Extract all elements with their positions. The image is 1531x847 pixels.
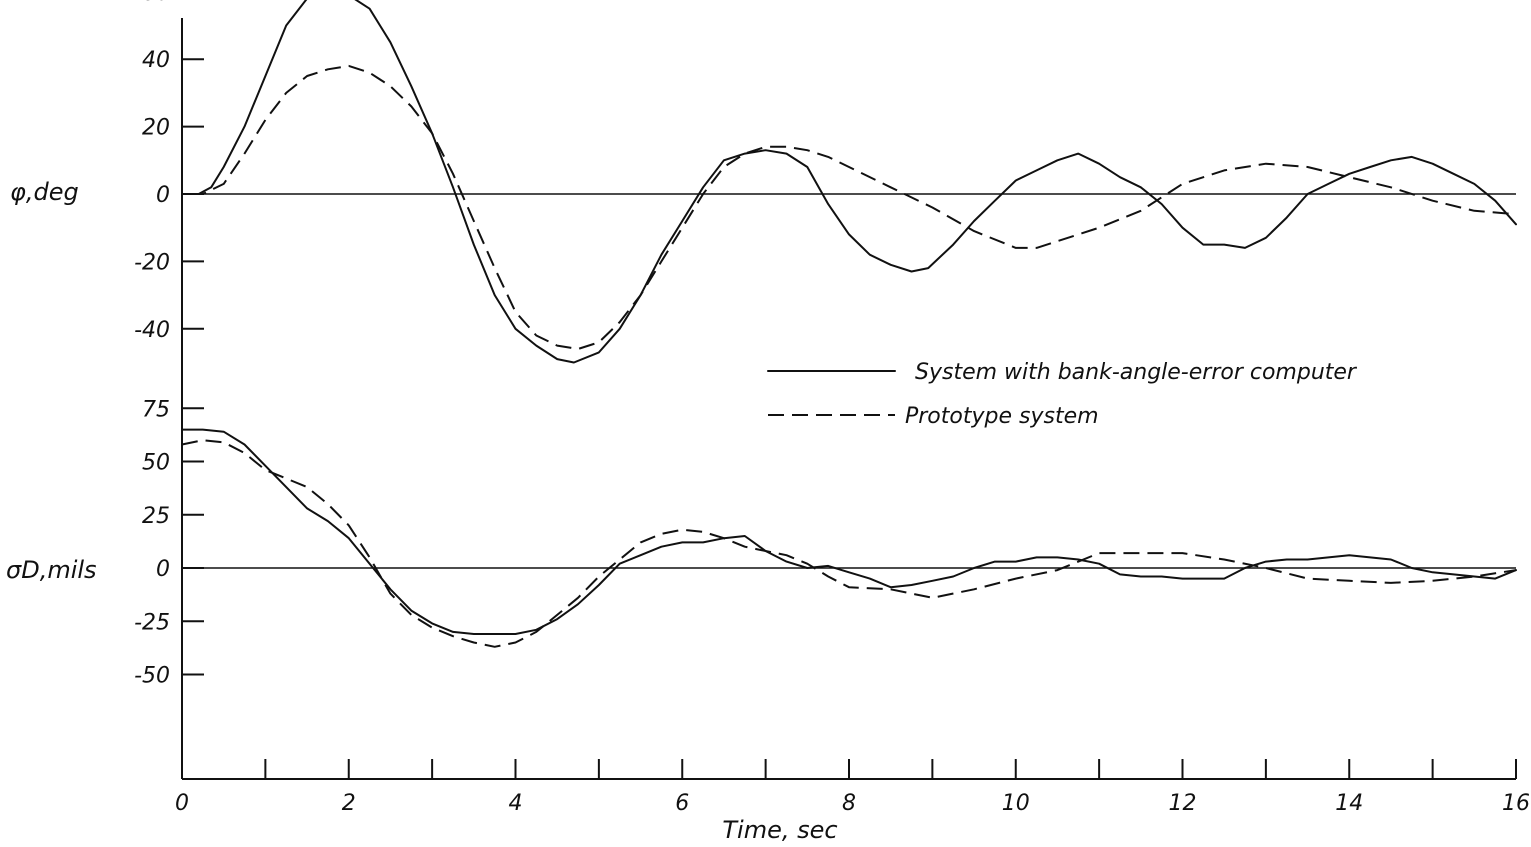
phi-series-solid: [189, 0, 1517, 364]
sigma-y-tick-label: 0: [156, 557, 170, 582]
x-tick-label: 12: [1169, 791, 1197, 816]
x-tick-label: 2: [342, 791, 356, 816]
x-tick-label: 14: [1335, 791, 1363, 816]
sigma-y-tick-label: -25: [134, 610, 170, 635]
phi-y-tick-label: -20: [134, 250, 170, 275]
phi-y-tick-label: 20: [142, 116, 170, 141]
sigma-axis-label: σD,mils: [6, 556, 97, 584]
phi-y-tick-label: 40: [142, 48, 170, 73]
legend-label-dashed: Prototype system: [905, 404, 1099, 429]
sigma-y-tick-label: 25: [142, 504, 170, 529]
x-tick-label: 6: [675, 791, 689, 816]
x-tick-label: 10: [1002, 791, 1030, 816]
legend-label-solid: System with bank-angle-error computer: [915, 360, 1358, 385]
x-axis-label: Time, sec: [722, 816, 837, 844]
sigma-y-tick-label: 50: [142, 451, 170, 476]
x-tick-label: 4: [509, 791, 523, 816]
sigma-series-dashed: [181, 439, 1517, 648]
phi-axis-label: φ,deg: [10, 178, 79, 206]
axes-layer: 0 2 4 6 8 10 12 14 16 60 40 20 0 -20 -40 75 50 25 0 -25 -50: [134, 0, 1530, 816]
x-tick-label: 0: [175, 791, 189, 816]
phi-y-tick-label: 60: [142, 0, 170, 6]
series-layer: [181, 0, 1517, 648]
phi-series-dashed: [190, 64, 1517, 350]
legend: System with bank-angle-error computer Pr…: [767, 360, 1358, 429]
sigma-y-tick-label: 75: [142, 397, 170, 422]
sigma-y-tick-label: -50: [134, 664, 170, 689]
phi-y-tick-label: 0: [156, 183, 170, 208]
x-tick-label: 16: [1502, 791, 1530, 816]
sigma-series-solid: [181, 428, 1517, 635]
x-tick-label: 8: [842, 791, 856, 816]
phi-y-tick-label: -40: [134, 318, 170, 343]
